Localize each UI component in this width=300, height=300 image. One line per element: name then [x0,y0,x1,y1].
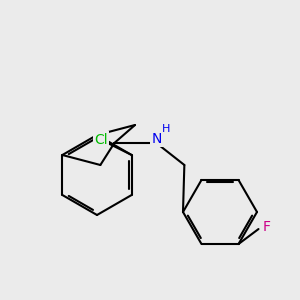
Text: H: H [162,124,170,134]
Text: Cl: Cl [94,133,108,147]
Text: F: F [262,220,271,234]
Text: N: N [151,132,161,146]
